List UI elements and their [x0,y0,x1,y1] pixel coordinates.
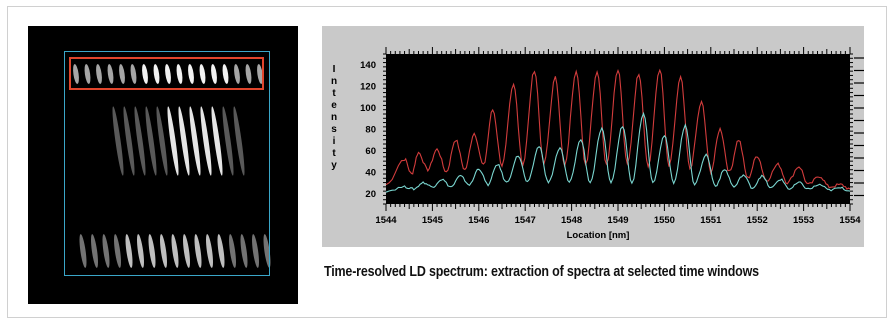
streak-band-bottom [171,234,179,268]
series-lines [385,68,851,193]
y-tick-label: 20 [365,189,376,200]
streak-band-top [222,64,229,84]
streak-band-top [107,64,114,84]
x-tick-label: 1549 [607,215,628,226]
streak-band-bottom [148,234,156,268]
y-axis-label-char: n [331,76,337,87]
streak-band-bottom [125,234,133,268]
streak-band-bottom [79,234,87,268]
y-axis-label-char: i [333,136,336,147]
streak-band-bottom [229,234,236,268]
x-tick-label: 1545 [422,215,444,226]
streak-band-middle [156,106,168,176]
plot-area [386,54,850,204]
x-tick-label: 1544 [375,215,397,226]
y-tick-label: 40 [365,167,376,178]
streak-band-top [165,64,171,84]
y-axis-label-char: e [331,100,337,111]
streak-band-top [199,64,206,84]
streak-band-top [257,64,263,84]
streak-band-middle [123,106,135,176]
series-red-line [385,68,851,190]
streak-band-top [142,64,148,84]
x-tick-label: 1548 [561,215,582,226]
x-tick-label: 1550 [654,215,675,226]
y-tick-label: 80 [365,125,376,136]
streak-band-top [130,64,137,84]
y-tick-label: 140 [360,60,376,71]
y-axis-label-char: s [331,124,337,135]
y-axis-label-char: t [332,88,336,99]
figure-caption: Time-resolved LD spectrum: extraction of… [324,264,759,280]
y-tick-label: 100 [360,103,376,114]
x-tick-label: 1552 [747,215,768,226]
streak-band-top [73,64,79,84]
streak-band-middle [167,106,179,176]
streak-band-middle [178,106,190,176]
x-tick-label: 1553 [793,215,814,226]
y-axis-label-char: y [331,160,337,171]
streak-band-bottom [263,234,271,268]
streak-band-bottom [137,234,144,268]
x-tick-labels: 1544 1545 1546 1547 1548 1549 1550 1551 1552 1553… [375,215,861,226]
streak-band-middle [189,106,201,176]
streak-band-top [245,64,252,84]
streak-band-middle [233,106,245,176]
streak-band-bottom [206,234,213,268]
streak-band-top [188,64,194,84]
x-tick-label: 1547 [515,215,536,226]
series-cyan-line [385,111,851,193]
streak-camera-image [28,26,298,304]
streak-band-middle [112,106,124,176]
y-tick-label: 120 [360,82,376,93]
streak-band-middle [211,106,223,176]
streak-frame-outline [64,51,270,276]
streak-band-bottom [217,234,225,268]
x-tick-label: 1554 [839,215,861,226]
streak-band-top [84,64,91,84]
streak-band-bottom [102,234,110,268]
streak-band-middle [222,106,234,176]
streak-band-top [211,64,217,84]
streak-band-bottom [252,234,259,268]
y-axis-label-char: t [332,148,336,159]
y-axis-label-char: n [331,112,337,123]
streak-image-canvas [73,64,271,268]
streak-band-top [176,64,183,84]
streak-band-bottom [183,234,190,268]
streak-band-top [153,64,160,84]
streak-band-bottom [91,234,98,268]
time-window-selection-box[interactable] [69,57,264,90]
x-axis-label: Location [nm] [567,230,630,241]
streak-band-bottom [194,234,202,268]
x-tick-label: 1546 [468,215,489,226]
streak-band-bottom [160,234,167,268]
streak-band-middle [145,106,157,176]
streak-band-top [119,64,125,84]
streak-band-middle [134,106,146,176]
streak-band-top [96,64,102,84]
y-axis-label-char: I [333,64,336,75]
y-tick-labels: 20 40 60 80 100 120 140 [360,60,376,200]
streak-band-middle [200,106,212,176]
streak-band-top [234,64,240,84]
x-tick-label: 1551 [700,215,722,226]
streak-band-bottom [240,234,248,268]
streak-band-bottom [114,234,121,268]
axis-tick-marks [383,47,864,211]
y-tick-label: 60 [365,146,376,157]
